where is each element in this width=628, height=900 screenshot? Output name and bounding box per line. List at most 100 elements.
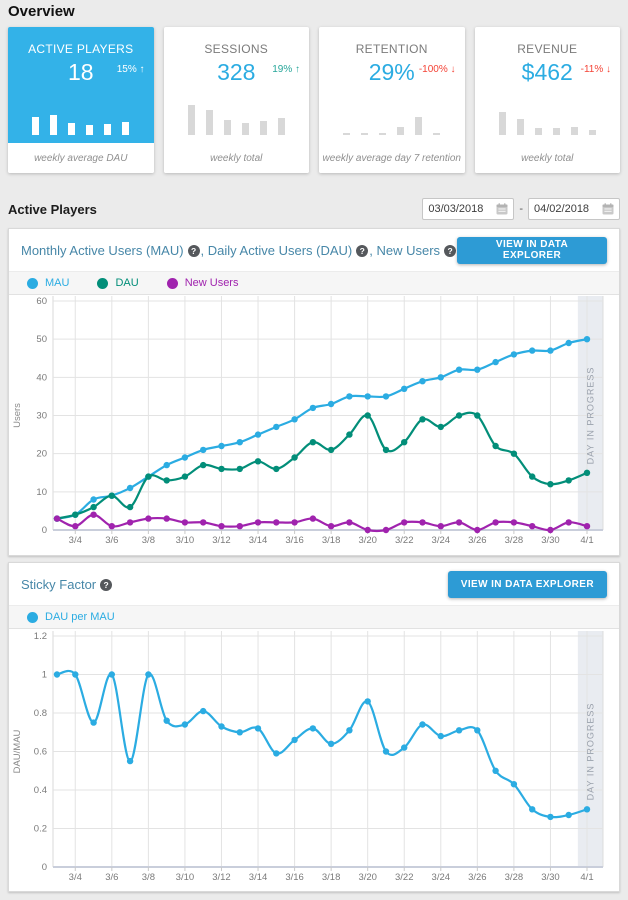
help-icon[interactable]: [356, 244, 369, 257]
svg-text:1.2: 1.2: [34, 631, 47, 642]
legend-label: DAU per MAU: [45, 611, 115, 623]
view-in-data-explorer-button[interactable]: VIEW IN DATA EXPLORER: [447, 570, 607, 598]
card-delta: 19% ↑: [272, 64, 300, 75]
help-icon[interactable]: [444, 244, 457, 257]
calendar-icon[interactable]: [602, 203, 614, 215]
sparkline-bar: [50, 115, 58, 135]
svg-text:3/22: 3/22: [395, 872, 414, 883]
panel-sticky-factor-chart: Sticky Factor VIEW IN DATA EXPLORER DAU …: [8, 562, 620, 892]
card-active-players[interactable]: ACTIVE PLAYERS 18 15% ↑ weekly average D…: [8, 27, 154, 173]
date-from-input[interactable]: 03/03/2018: [422, 198, 515, 220]
svg-text:DAY IN PROGRESS: DAY IN PROGRESS: [585, 367, 595, 465]
card-main: REVENUE $462 -11% ↓: [475, 27, 621, 143]
legend-dot-icon: [27, 611, 38, 623]
svg-text:0.4: 0.4: [34, 785, 47, 796]
svg-text:3/20: 3/20: [358, 535, 377, 546]
sparkline-bar: [205, 110, 213, 135]
sparkline-bar: [588, 130, 596, 135]
sparkline-bar: [277, 118, 285, 135]
svg-text:3/14: 3/14: [249, 872, 268, 883]
view-in-data-explorer-button[interactable]: VIEW IN DATA EXPLORER: [457, 236, 607, 264]
svg-text:3/22: 3/22: [395, 535, 414, 546]
svg-text:0.8: 0.8: [34, 708, 47, 719]
svg-text:3/8: 3/8: [142, 535, 155, 546]
legend-dot-icon: [97, 277, 109, 289]
help-icon[interactable]: [100, 578, 113, 591]
svg-text:3/10: 3/10: [176, 535, 195, 546]
card-label: REVENUE: [517, 42, 578, 56]
svg-text:0: 0: [42, 862, 47, 873]
card-sparkline-bars: [8, 115, 154, 135]
chart-legend: MAU DAU New Users: [9, 271, 619, 295]
svg-text:3/4: 3/4: [69, 535, 82, 546]
sparkline-bar: [415, 117, 423, 135]
sparkline-bar: [86, 125, 94, 135]
svg-text:1: 1: [42, 670, 47, 681]
svg-text:3/26: 3/26: [468, 535, 487, 546]
svg-text:3/6: 3/6: [105, 872, 118, 883]
card-label: ACTIVE PLAYERS: [28, 42, 134, 56]
date-range-picker: 03/03/2018 - 04/02/2018: [422, 198, 620, 220]
svg-text:20: 20: [36, 449, 47, 460]
date-to-value: 04/02/2018: [534, 203, 590, 215]
svg-text:0: 0: [42, 525, 47, 536]
legend-item[interactable]: MAU: [27, 277, 69, 289]
svg-text:3/28: 3/28: [505, 872, 524, 883]
svg-text:DAU/MAU: DAU/MAU: [12, 729, 23, 773]
svg-text:0.2: 0.2: [34, 824, 47, 835]
svg-text:3/4: 3/4: [69, 872, 82, 883]
svg-text:3/18: 3/18: [322, 535, 341, 546]
sparkline-bar: [361, 133, 369, 135]
card-footer: weekly total: [163, 143, 309, 173]
sparkline-bar: [259, 121, 267, 135]
section-title: Active Players: [8, 201, 97, 217]
card-retention[interactable]: RETENTION 29% -100% ↓ weekly average day…: [319, 27, 465, 173]
legend-label: DAU: [115, 277, 139, 289]
sparkline-bar: [570, 127, 578, 135]
sparkline-bar: [433, 133, 441, 135]
card-label: SESSIONS: [204, 42, 269, 56]
svg-text:3/8: 3/8: [142, 872, 155, 883]
svg-text:3/12: 3/12: [212, 872, 231, 883]
legend-item[interactable]: DAU: [97, 277, 139, 289]
legend-label: MAU: [45, 277, 70, 289]
svg-text:3/14: 3/14: [249, 535, 268, 546]
legend-dot-icon: [27, 277, 38, 289]
svg-text:3/20: 3/20: [358, 872, 377, 883]
sparkline-bar: [343, 133, 351, 135]
svg-text:3/26: 3/26: [468, 872, 487, 883]
card-sessions[interactable]: SESSIONS 328 19% ↑ weekly total: [163, 27, 310, 173]
card-value: 29%: [368, 59, 415, 85]
svg-text:4/1: 4/1: [580, 872, 593, 883]
svg-text:3/18: 3/18: [322, 872, 341, 883]
date-range-separator: -: [519, 203, 523, 215]
summary-cards-row: ACTIVE PLAYERS 18 15% ↑ weekly average D…: [8, 27, 620, 173]
page-title: Overview: [8, 3, 75, 20]
help-icon[interactable]: [187, 244, 200, 257]
card-sparkline-bars: [164, 105, 310, 135]
panel-header: Sticky Factor VIEW IN DATA EXPLORER: [9, 563, 619, 605]
svg-text:30: 30: [36, 411, 47, 422]
card-revenue[interactable]: REVENUE $462 -11% ↓ weekly total: [474, 27, 621, 173]
calendar-icon[interactable]: [496, 203, 508, 215]
mau-dau-new-users-chart: 0 10 20 30 40 50 60 3/4 3/6 3/8 3/10 3/12 3/14 3/16 3/…: [9, 295, 619, 555]
card-footer: weekly average DAU: [8, 143, 154, 173]
panel-header: Monthly Active Users (MAU) , Daily Active…: [9, 229, 619, 271]
svg-text:3/30: 3/30: [541, 872, 560, 883]
date-to-input[interactable]: 04/02/2018: [528, 198, 620, 220]
svg-text:50: 50: [36, 334, 47, 345]
svg-text:4/1: 4/1: [580, 535, 593, 546]
svg-text:Users: Users: [12, 403, 23, 428]
legend-item[interactable]: New Users: [166, 277, 238, 289]
svg-text:3/30: 3/30: [541, 535, 560, 546]
svg-text:DAY IN PROGRESS: DAY IN PROGRESS: [585, 703, 595, 801]
panel-title: Sticky Factor: [21, 577, 113, 592]
svg-text:3/6: 3/6: [105, 535, 118, 546]
panel-title-text: Monthly Active Users (MAU): [21, 242, 184, 258]
panel-title: Monthly Active Users (MAU) , Daily Active…: [21, 243, 457, 258]
legend-item[interactable]: DAU per MAU: [27, 611, 115, 623]
svg-text:3/24: 3/24: [432, 535, 451, 546]
svg-text:3/28: 3/28: [505, 535, 524, 546]
panel-title-text: , Daily Active Users (DAU): [200, 242, 353, 258]
card-label: RETENTION: [355, 42, 428, 56]
